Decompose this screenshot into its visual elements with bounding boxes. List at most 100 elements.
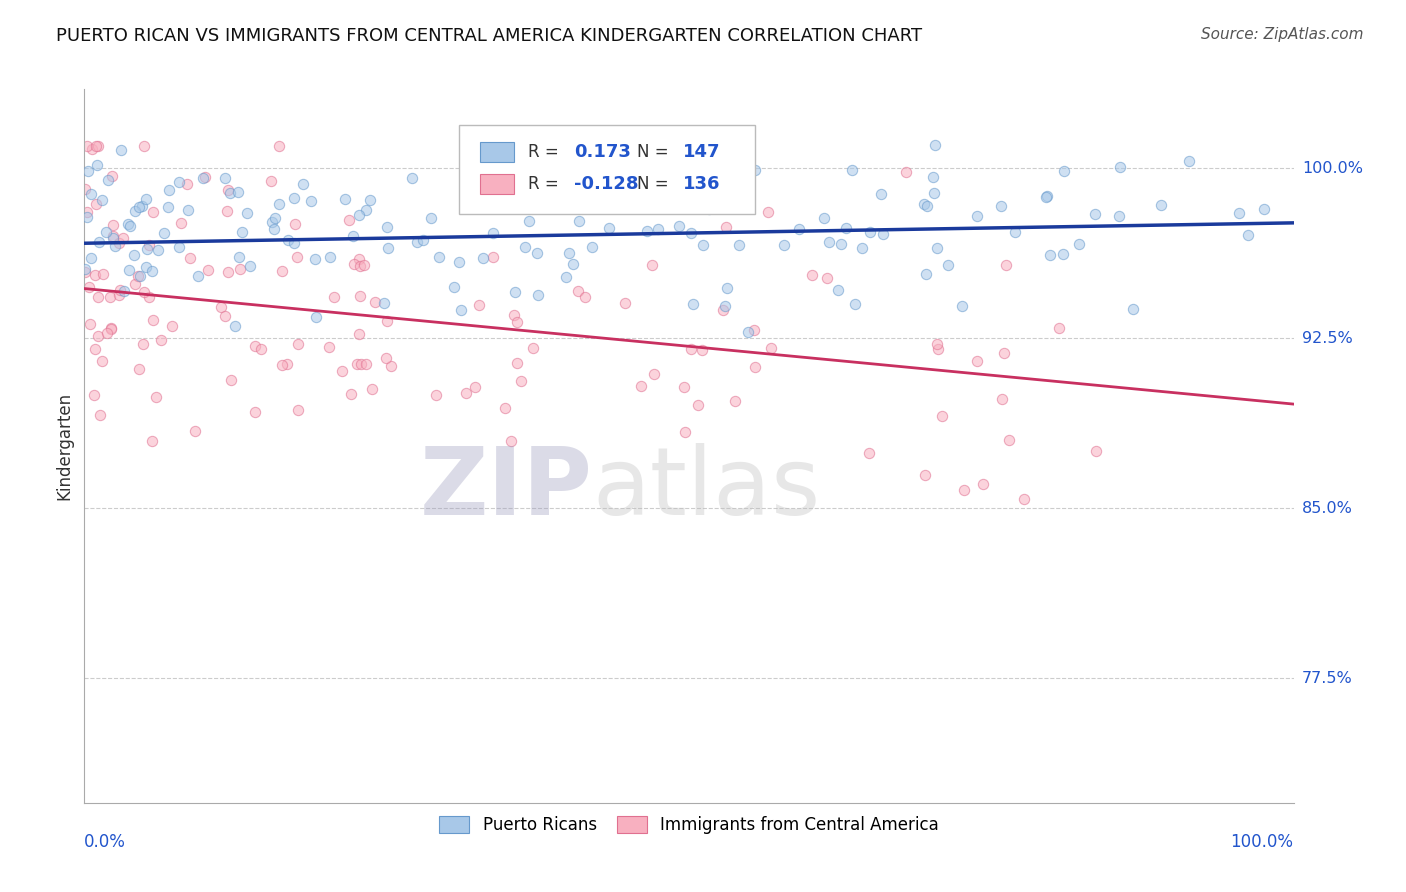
Point	[323, 290, 346, 304]
Point	[896, 165, 918, 179]
Point	[285, 250, 308, 264]
Point	[668, 219, 690, 234]
Text: 0.0%: 0.0%	[84, 833, 127, 851]
Text: R =: R =	[529, 175, 564, 193]
Point	[86, 158, 108, 172]
Point	[346, 357, 368, 371]
Point	[1237, 228, 1260, 243]
Point	[73, 261, 96, 276]
Text: 100.0%: 100.0%	[1302, 161, 1362, 176]
Text: -0.128: -0.128	[574, 175, 638, 193]
Point	[813, 211, 835, 225]
Point	[124, 204, 146, 219]
Point	[215, 204, 238, 219]
Point	[214, 171, 236, 186]
Point	[243, 339, 266, 353]
Point	[454, 386, 477, 401]
Point	[688, 398, 710, 412]
Text: 77.5%: 77.5%	[1302, 671, 1353, 686]
Point	[84, 197, 107, 211]
Point	[443, 280, 465, 294]
Point	[688, 140, 710, 154]
Point	[91, 354, 114, 368]
Point	[972, 476, 994, 491]
Point	[77, 164, 100, 178]
Point	[801, 268, 824, 282]
Point	[568, 214, 591, 228]
Point	[101, 228, 124, 243]
Point	[263, 222, 285, 236]
Point	[96, 326, 118, 340]
Point	[730, 185, 752, 199]
Point	[464, 190, 486, 204]
Point	[100, 169, 122, 183]
Point	[108, 236, 131, 251]
Point	[737, 325, 759, 339]
Point	[508, 182, 530, 196]
Point	[966, 209, 988, 223]
Point	[197, 263, 219, 277]
Point	[301, 194, 323, 209]
Point	[830, 237, 852, 252]
Point	[517, 214, 540, 228]
Point	[924, 138, 946, 153]
Point	[991, 392, 1014, 406]
Point	[858, 445, 880, 459]
Point	[927, 342, 949, 356]
Point	[1109, 160, 1132, 174]
Point	[728, 237, 751, 252]
Point	[131, 199, 153, 213]
Point	[537, 195, 560, 210]
Point	[343, 257, 366, 271]
Point	[1053, 164, 1076, 178]
Point	[235, 206, 257, 220]
Point	[97, 172, 120, 186]
Point	[135, 242, 157, 256]
Point	[111, 231, 134, 245]
Point	[859, 225, 882, 239]
Point	[135, 192, 157, 206]
Point	[744, 163, 766, 178]
Point	[318, 340, 340, 354]
Point	[138, 238, 160, 252]
Point	[464, 380, 486, 394]
Point	[107, 288, 129, 302]
Point	[499, 434, 522, 448]
Point	[305, 310, 328, 324]
Point	[915, 267, 938, 281]
Point	[375, 314, 398, 328]
Point	[157, 200, 180, 214]
Point	[127, 268, 149, 283]
Point	[914, 468, 936, 483]
Point	[76, 204, 98, 219]
Point	[364, 294, 387, 309]
Point	[349, 357, 371, 371]
Legend: Puerto Ricans, Immigrants from Central America: Puerto Ricans, Immigrants from Central A…	[433, 809, 945, 841]
Point	[149, 334, 172, 348]
Point	[229, 262, 252, 277]
Point	[713, 299, 735, 313]
Point	[526, 246, 548, 260]
Text: 92.5%: 92.5%	[1302, 331, 1353, 346]
Point	[354, 203, 377, 218]
Point	[1149, 198, 1171, 212]
Point	[90, 193, 112, 207]
Point	[354, 357, 377, 371]
Point	[1177, 153, 1199, 168]
Point	[835, 220, 858, 235]
Point	[558, 246, 581, 260]
Point	[267, 138, 290, 153]
Point	[118, 262, 141, 277]
Point	[347, 327, 370, 342]
Point	[187, 268, 209, 283]
Point	[260, 215, 283, 229]
Point	[756, 204, 779, 219]
Point	[100, 320, 122, 334]
Point	[318, 250, 340, 264]
Point	[80, 251, 103, 265]
Point	[742, 323, 765, 337]
Point	[104, 238, 127, 252]
Text: Source: ZipAtlas.com: Source: ZipAtlas.com	[1201, 27, 1364, 42]
Point	[339, 212, 361, 227]
Point	[714, 219, 737, 234]
